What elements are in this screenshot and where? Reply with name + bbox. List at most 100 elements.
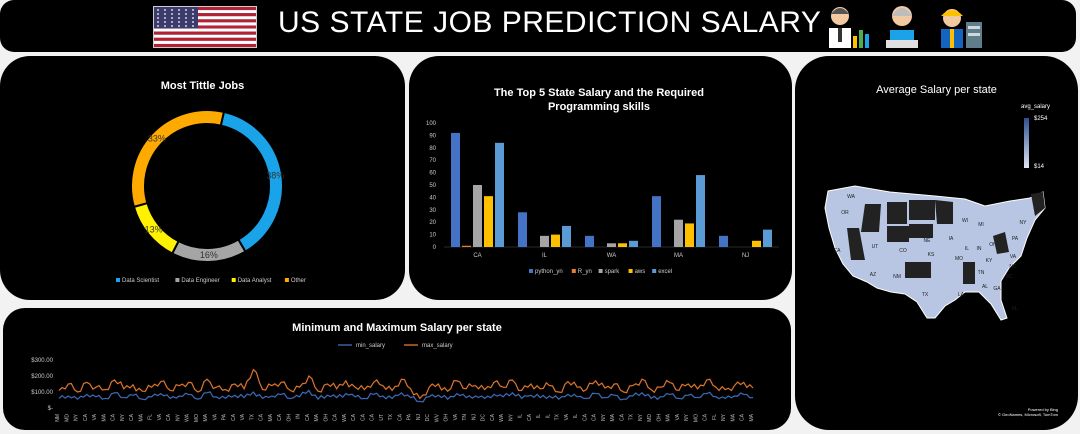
x-tick-label: PA [222, 413, 228, 420]
x-tick-label: NY [175, 413, 181, 421]
donut-slice-label: 38% [266, 171, 284, 181]
x-tick-label: CA [333, 413, 339, 421]
svg-text:excel: excel [658, 269, 672, 275]
x-tick-label: IL [542, 253, 548, 259]
svg-text:Other: Other [291, 278, 306, 284]
x-tick-label: VA [157, 413, 163, 420]
state-label-CO: CO [899, 248, 907, 254]
bar-WA-aws [618, 243, 627, 247]
y-tick-label: 20 [429, 220, 436, 226]
x-tick-label: TX [388, 413, 394, 420]
x-tick-label: UT [379, 414, 385, 421]
map-title: Average Salary per state [876, 84, 997, 96]
state-label-NE: NE [924, 238, 932, 244]
state-label-NC: NC [1009, 264, 1017, 270]
x-tick-label: MA [666, 413, 672, 421]
y-tick-label: $100.00 [31, 390, 53, 396]
map-credit-2: © GeoNames, Microsoft, TomTom [998, 412, 1058, 417]
x-tick-label: NJ [416, 414, 422, 421]
x-tick-label: TN [462, 414, 468, 421]
state-label-IN: IN [977, 246, 982, 252]
x-tick-label: CA [582, 413, 588, 421]
x-tick-label: WA [342, 413, 348, 422]
us-outline [824, 185, 1046, 321]
x-tick-label: OH [444, 414, 450, 422]
donut-legend-item: Data Engineer [175, 278, 220, 284]
line-legend-item: min_salary [338, 343, 385, 349]
bar-MA-excel [696, 175, 705, 247]
us-flag-icon [153, 6, 257, 48]
x-tick-label: MA [101, 413, 107, 421]
bar-IL-python_yn [518, 212, 527, 247]
x-tick-label: TX [249, 413, 255, 420]
x-tick-label: MD [647, 414, 653, 422]
x-tick-label: OH [323, 414, 329, 422]
x-tick-label: MO [693, 414, 699, 422]
x-tick-label: MA [314, 413, 320, 421]
y-tick-label: $200.00 [31, 374, 53, 380]
svg-text:R_yn: R_yn [578, 269, 592, 275]
x-tick-label: VA [453, 413, 459, 420]
svg-text:min_salary: min_salary [356, 343, 385, 349]
svg-text:python_yn: python_yn [535, 269, 563, 275]
donut-legend-item: Data Scientist [116, 278, 159, 284]
x-tick-label: NY [638, 413, 644, 421]
bar-WA-spark [607, 243, 616, 247]
x-tick-label: IL [545, 414, 551, 418]
x-tick-label: NY [74, 413, 80, 421]
state-label-LA: LA [958, 292, 965, 298]
map-credit-1: Powered by Bing [1027, 407, 1058, 412]
bar-CA-aws [484, 196, 493, 247]
svg-text:spark: spark [605, 269, 621, 275]
donut-slice-label: 33% [148, 134, 166, 144]
svg-text:Data Scientist: Data Scientist [122, 278, 159, 284]
y-tick-label: 40 [429, 195, 436, 201]
x-tick-label: MA [749, 413, 755, 421]
svg-text:max_salary: max_salary [422, 343, 453, 349]
line-chart: $- $100.00 $200.00 $300.00 min_salary max_sal… [31, 343, 755, 422]
svg-text:Data Analyst: Data Analyst [238, 278, 272, 284]
x-tick-label: NJ [471, 414, 477, 421]
bar-NJ-python_yn [719, 235, 728, 247]
map-legend-min: $14 [1034, 164, 1045, 170]
x-tick-label: WV [434, 413, 440, 422]
donut-slice-other [130, 109, 226, 209]
state-label-AL: AL [982, 284, 988, 290]
analyst-icon [886, 6, 918, 48]
y-tick-label: 10 [429, 233, 436, 239]
x-tick-label: NM [55, 414, 61, 422]
svg-text:Data Engineer: Data Engineer [181, 278, 219, 284]
y-tick-label: 0 [433, 245, 437, 251]
y-tick-label: $300.00 [31, 358, 53, 364]
x-tick-label: NY [721, 413, 727, 421]
x-tick-label: NY [601, 413, 607, 421]
x-tick-label: IN [296, 414, 302, 419]
state-label-WA: WA [847, 194, 856, 200]
bar-legend-item: aws [628, 269, 646, 275]
svg-text:aws: aws [635, 269, 646, 275]
map-legend-max: $254 [1034, 116, 1048, 122]
y-tick-label: 60 [429, 171, 436, 177]
bar-CA-excel [495, 142, 504, 247]
x-tick-label: CA [231, 413, 237, 421]
state-label-FL: FL [1012, 306, 1018, 312]
map-legend-gradient [1024, 118, 1029, 168]
x-tick-label: CA [490, 413, 496, 421]
state-label-NY: NY [1020, 220, 1028, 226]
x-tick-label: VA [92, 413, 98, 420]
x-tick-label: MO [194, 414, 200, 422]
x-tick-label: CA [703, 413, 709, 421]
businessman-icon [829, 7, 869, 48]
top5-state-skills-panel: The Top 5 State Salary and the Required … [409, 56, 792, 300]
x-tick-label: OH [656, 414, 662, 422]
bar-legend-item: spark [598, 269, 621, 275]
x-tick-label: CA [473, 253, 481, 259]
bar-legend-item: python_yn [529, 269, 563, 275]
state-label-SC: SC [1006, 274, 1013, 280]
donut-slice-data-scientist [219, 110, 284, 253]
state-label-TN: TN [978, 270, 985, 276]
x-tick-label: NY [120, 413, 126, 421]
x-tick-label: TX [555, 413, 561, 420]
x-tick-label: NJ [742, 253, 749, 259]
bar-MA-spark [674, 219, 683, 247]
